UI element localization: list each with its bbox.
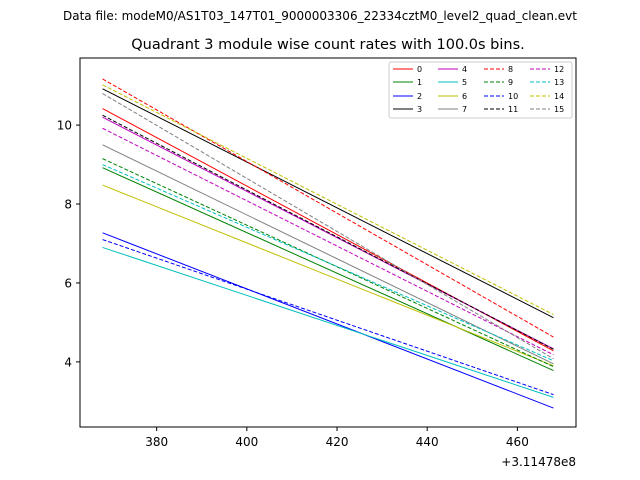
legend-label-13: 13 (554, 78, 564, 87)
series-line-6 (102, 184, 554, 367)
series-line-1 (102, 167, 554, 372)
legend-label-10: 10 (508, 92, 518, 101)
suptitle: Data file: modeM0/AS1T03_147T01_90000033… (63, 9, 577, 23)
series-line-11 (102, 114, 554, 350)
x-tick-label: 400 (235, 435, 258, 449)
legend-label-2: 2 (417, 92, 422, 101)
series-line-9 (102, 158, 554, 368)
series-line-13 (102, 164, 554, 362)
y-tick-label: 10 (57, 119, 72, 133)
y-tick-label: 4 (64, 355, 72, 369)
legend-label-9: 9 (508, 78, 513, 87)
x-axis: 380 400 420 440 460 (145, 427, 529, 449)
series-line-2 (102, 232, 554, 409)
series-line-8 (102, 78, 554, 338)
series-line-7 (102, 144, 554, 365)
series-line-3 (102, 88, 554, 319)
series-line-12 (102, 127, 554, 356)
x-tick-label: 460 (506, 435, 529, 449)
chart-title: Quadrant 3 module wise count rates with … (131, 37, 525, 53)
series-line-15 (102, 93, 554, 360)
y-axis: 4 6 8 10 (57, 119, 80, 369)
series-line-5 (102, 246, 554, 398)
series-line-14 (102, 84, 554, 315)
x-tick-label: 420 (326, 435, 349, 449)
legend-label-7: 7 (462, 105, 467, 114)
legend-box (388, 61, 573, 119)
axes-frame (79, 57, 577, 428)
legend-label-6: 6 (462, 92, 467, 101)
x-tick-label: 380 (145, 435, 168, 449)
legend-label-1: 1 (417, 78, 422, 87)
y-tick-label: 6 (64, 276, 72, 290)
legend-label-8: 8 (508, 65, 513, 74)
series-layer (102, 78, 554, 409)
legend-label-0: 0 (417, 65, 422, 74)
legend-label-3: 3 (417, 105, 422, 114)
legend-label-11: 11 (508, 105, 518, 114)
y-tick-label: 8 (64, 198, 72, 212)
legend-label-4: 4 (462, 65, 467, 74)
legend-label-14: 14 (554, 92, 564, 101)
legend-label-15: 15 (554, 105, 564, 114)
series-line-10 (102, 239, 554, 396)
legend-label-5: 5 (462, 78, 467, 87)
x-tick-label: 440 (416, 435, 439, 449)
x-offset-label: +3.11478e8 (501, 455, 576, 469)
legend-label-12: 12 (554, 65, 564, 74)
